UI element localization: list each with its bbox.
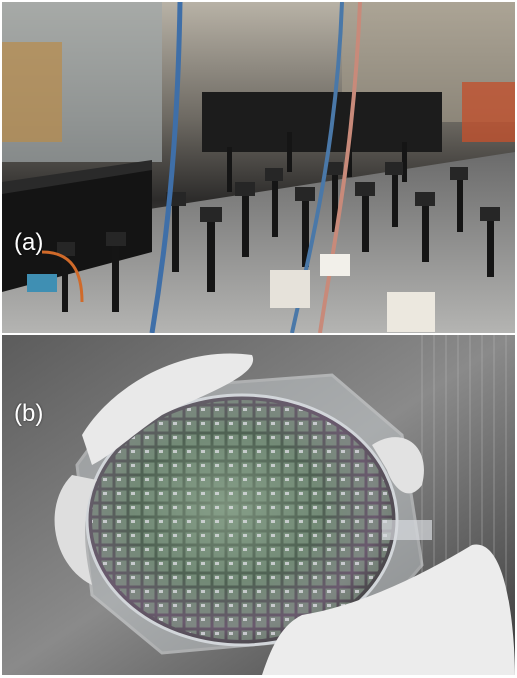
panel-b-label: (b) [14, 400, 44, 427]
wafer-photo [2, 335, 515, 675]
panel-a: (a) [2, 2, 515, 333]
panel-b: (b) [2, 335, 515, 675]
optics-lab-photo [2, 2, 515, 333]
panel-a-label: (a) [14, 229, 44, 256]
